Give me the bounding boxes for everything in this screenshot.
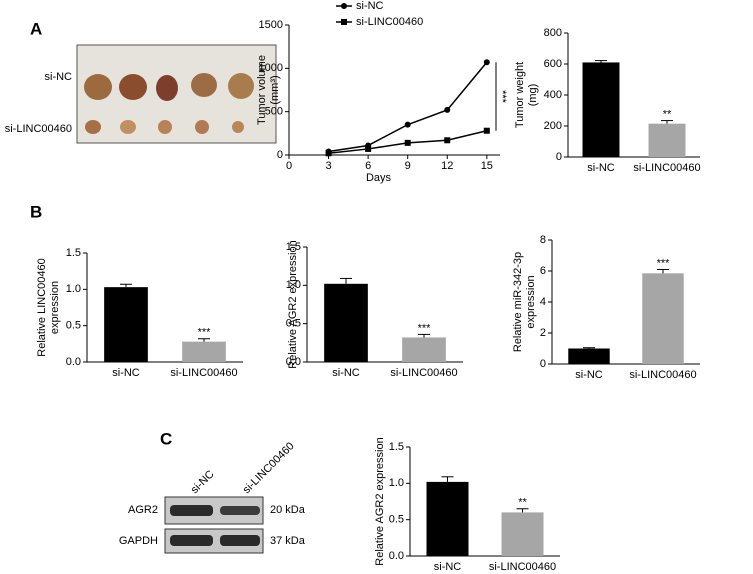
x-tick-label: si-LINC00460 <box>633 162 700 174</box>
y-tick-label: 6 <box>540 265 546 277</box>
y-axis-label: Tumor weight <box>514 62 526 128</box>
photo-row-label: si-LINC00460 <box>5 123 72 135</box>
blot-size-label: 37 kDa <box>270 535 306 547</box>
blot-lane-label: si-LINC00460 <box>241 440 297 496</box>
x-tick-label: si-NC <box>575 369 603 381</box>
x-tick-label: si-LINC00460 <box>489 561 556 573</box>
y-axis-label: Relative LINC00460 <box>36 258 48 356</box>
x-tick-label: 12 <box>441 160 453 172</box>
y-tick-label: 1.5 <box>389 441 404 453</box>
x-tick-label: 9 <box>405 160 411 172</box>
x-tick-label: si-NC <box>587 162 615 174</box>
blot-size-label: 20 kDa <box>270 504 306 516</box>
y-tick-label: 1.0 <box>66 283 81 295</box>
y-tick-label: 2 <box>540 327 546 339</box>
y-tick-label: 0.5 <box>66 320 81 332</box>
significance: ** <box>518 497 527 509</box>
y-tick-label: 1.0 <box>286 279 301 291</box>
y-axis-label: expression <box>525 275 537 328</box>
y-tick-label: 800 <box>544 27 562 39</box>
western-blot <box>164 496 264 554</box>
y-tick-label: 200 <box>544 120 562 132</box>
y-tick-label: 0 <box>540 358 546 370</box>
y-axis-label: Relative miR-342-3p <box>512 252 524 352</box>
y-tick-label: 0.0 <box>389 550 404 562</box>
blot-row-label: GAPDH <box>119 535 158 547</box>
x-tick-label: 6 <box>365 160 371 172</box>
y-tick-label: 0 <box>277 149 283 161</box>
bar <box>104 287 148 362</box>
x-tick-label: si-LINC00460 <box>390 367 457 379</box>
y-tick-label: 600 <box>544 58 562 70</box>
y-tick-label: 0.5 <box>286 318 301 330</box>
y-tick-label: 0.5 <box>389 514 404 526</box>
x-tick-label: si-NC <box>434 561 462 573</box>
series-line <box>328 61 488 153</box>
x-tick-label: si-NC <box>112 367 140 379</box>
bar <box>582 62 620 158</box>
y-axis-label: (mg) <box>527 84 539 107</box>
point <box>325 150 332 157</box>
point <box>404 121 411 128</box>
point <box>483 59 490 66</box>
y-tick-label: 1.5 <box>286 241 301 253</box>
legend-label: si-LINC00460 <box>356 16 423 28</box>
y-axis-label: Relative AGR2 expression <box>374 437 386 565</box>
y-axis-label: expression <box>49 281 61 334</box>
point <box>444 106 451 113</box>
x-tick-label: 3 <box>326 160 332 172</box>
y-axis-label: (mm³) <box>269 75 281 104</box>
significance: *** <box>418 322 432 334</box>
point <box>404 139 411 146</box>
blot-row-label: AGR2 <box>128 504 158 516</box>
y-tick-label: 4 <box>540 296 546 308</box>
y-tick-label: 0.0 <box>286 356 301 368</box>
panel-label: A <box>30 19 42 38</box>
bar <box>568 348 610 364</box>
y-tick-label: 1.5 <box>66 247 81 259</box>
significance: *** <box>657 257 671 269</box>
y-tick-label: 1.0 <box>389 477 404 489</box>
blot-lane-label: si-NC <box>189 468 217 496</box>
y-tick-label: 0 <box>556 151 562 163</box>
point <box>444 137 451 144</box>
photo-row-label: si-NC <box>45 71 73 83</box>
bar <box>648 123 686 157</box>
panel-label: B <box>30 202 42 221</box>
bar <box>182 341 226 362</box>
x-tick-label: 15 <box>481 160 493 172</box>
panel-label: C <box>160 429 172 448</box>
x-tick-label: si-NC <box>332 367 360 379</box>
y-axis-label: Tumor volume <box>256 55 268 125</box>
bar <box>426 481 469 556</box>
y-tick-label: 500 <box>265 106 283 118</box>
tumor-photo <box>76 44 277 144</box>
y-tick-label: 1000 <box>259 62 283 74</box>
legend-marker <box>341 19 347 25</box>
point <box>483 127 490 134</box>
significance: ** <box>663 108 672 120</box>
x-tick-label: si-LINC00460 <box>629 369 696 381</box>
x-axis-label: Days <box>366 172 392 184</box>
x-tick-label: si-LINC00460 <box>170 367 237 379</box>
y-tick-label: 1500 <box>259 19 283 31</box>
significance: *** <box>496 90 508 104</box>
y-tick-label: 400 <box>544 89 562 101</box>
legend-marker <box>341 3 347 9</box>
y-tick-label: 0.0 <box>66 356 81 368</box>
bar <box>324 283 368 362</box>
x-tick-label: 0 <box>286 160 292 172</box>
bar <box>642 273 684 364</box>
point <box>365 145 372 152</box>
legend-label: si-NC <box>356 0 384 12</box>
bar <box>402 337 446 362</box>
bar <box>501 512 544 556</box>
y-tick-label: 8 <box>540 234 546 246</box>
y-axis-label: Relative AGR2 expression <box>287 240 299 368</box>
significance: *** <box>198 327 212 339</box>
